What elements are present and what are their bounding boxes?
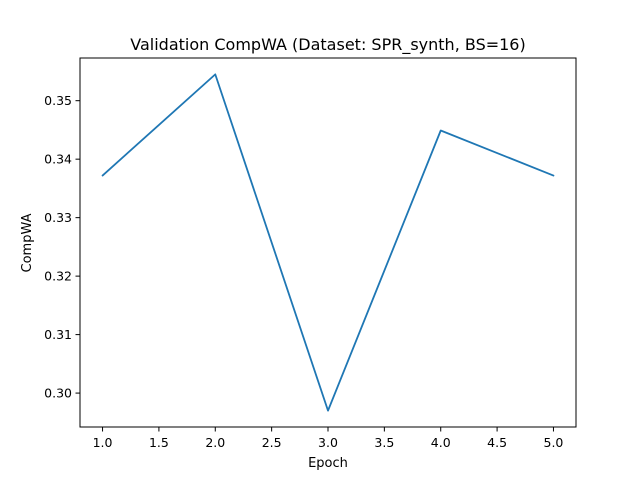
x-tick-label: 1.0 xyxy=(93,435,113,450)
y-tick-label: 0.34 xyxy=(44,152,72,167)
plot-area xyxy=(101,73,555,412)
x-tick-label: 1.5 xyxy=(149,435,169,450)
y-tick-label: 0.32 xyxy=(44,269,72,284)
y-axis-label: CompWA xyxy=(20,213,35,272)
chart-title: Validation CompWA (Dataset: SPR_synth, B… xyxy=(130,35,525,55)
series-line-0 xyxy=(101,73,555,412)
y-tick-label: 0.33 xyxy=(44,210,72,225)
y-axis-ticks: 0.30 0.31 0.32 0.33 0.34 0.35 xyxy=(44,93,80,401)
x-tick-label: 5.0 xyxy=(544,435,564,450)
y-tick-label: 0.30 xyxy=(44,386,72,401)
y-tick-label: 0.35 xyxy=(44,93,72,108)
x-tick-label: 4.5 xyxy=(487,435,507,450)
x-tick-label: 2.0 xyxy=(205,435,225,450)
x-tick-label: 3.0 xyxy=(318,435,338,450)
x-tick-label: 3.5 xyxy=(374,435,394,450)
x-tick-label: 4.0 xyxy=(431,435,451,450)
x-tick-label: 2.5 xyxy=(262,435,282,450)
y-tick-label: 0.31 xyxy=(44,327,72,342)
x-axis-label: Epoch xyxy=(308,456,348,471)
x-axis-ticks: 1.0 1.5 2.0 2.5 3.0 3.5 4.0 4.5 5.0 xyxy=(93,427,564,450)
